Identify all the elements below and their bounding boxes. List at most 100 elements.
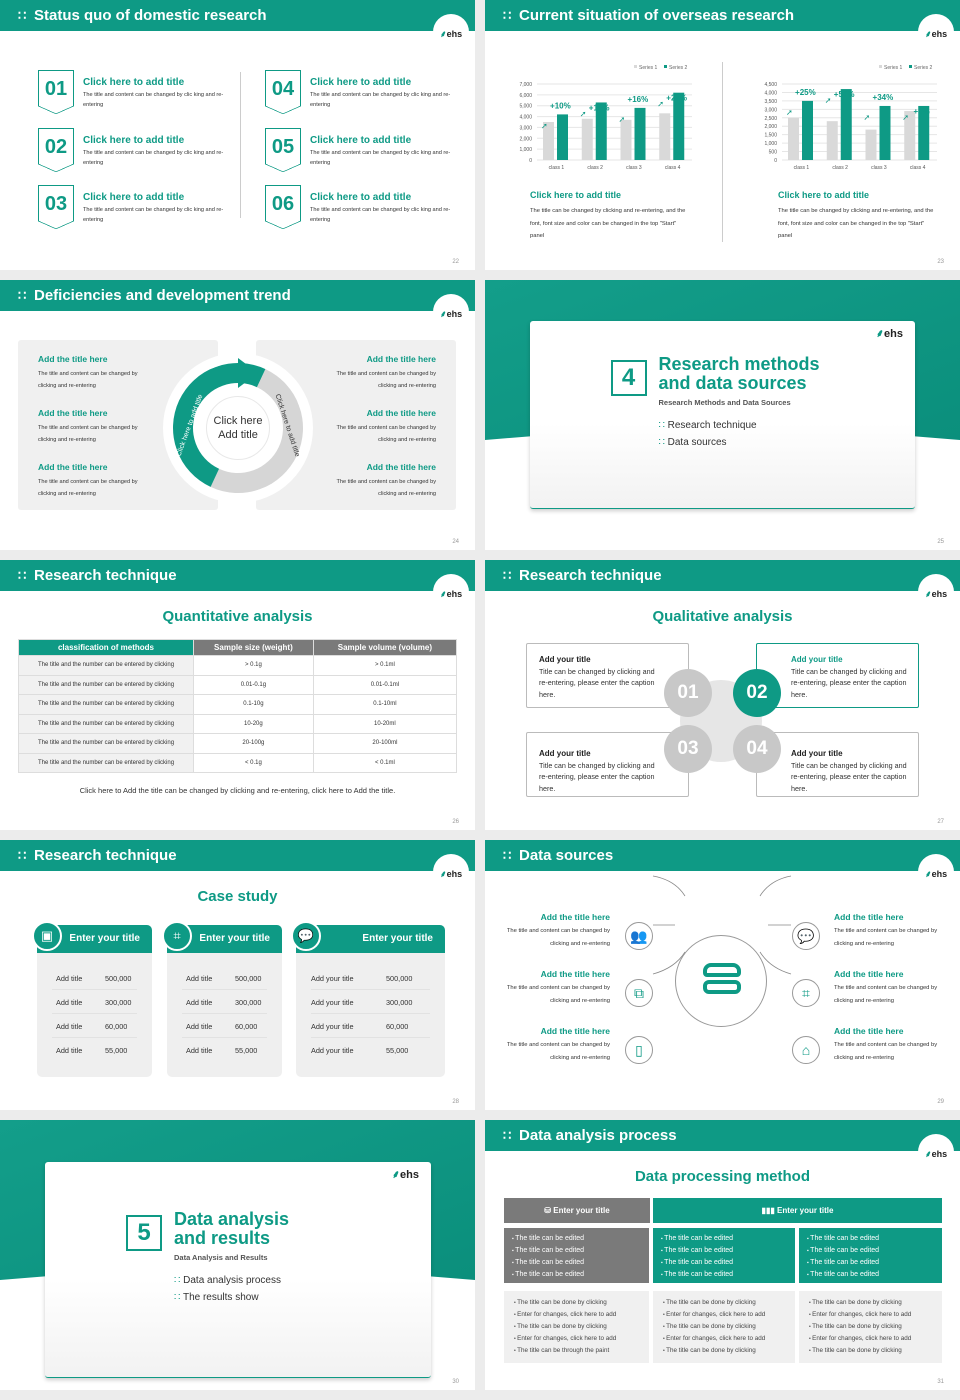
- block-title[interactable]: Click here to add title: [530, 190, 622, 200]
- box-line[interactable]: The title can be edited: [807, 1233, 942, 1245]
- item-title[interactable]: Add the title here: [38, 462, 108, 472]
- y-tick-label: 0: [529, 158, 532, 164]
- caption-box[interactable]: Add your title Title can be changed by cl…: [756, 643, 919, 708]
- slide-s31[interactable]: ∷ Data analysis process ⸙ehs 31 Data process…: [485, 1120, 960, 1390]
- table-cell[interactable]: The title and the number can be entered …: [18, 733, 194, 754]
- slide-s23[interactable]: ∷ Current situation of overseas research ⸙…: [485, 0, 960, 270]
- section-item[interactable]: ∷ The results show: [174, 1292, 259, 1303]
- list-line[interactable]: The title can be done by clicking: [514, 1297, 649, 1309]
- item-title[interactable]: Add the title here: [366, 408, 436, 418]
- item-title[interactable]: Add the title here: [366, 462, 436, 472]
- table-caption[interactable]: Click here to Add the title can be chang…: [79, 786, 396, 795]
- item-title[interactable]: Add the title here: [540, 1026, 610, 1036]
- slide-s29[interactable]: ∷ Data sources ⸙ehs 29 👥 Add the title here Th…: [485, 840, 960, 1110]
- list-line[interactable]: The title can be done by clicking: [514, 1321, 649, 1333]
- item-title[interactable]: Click here to add title: [83, 77, 185, 88]
- cycle-center[interactable]: Click here Add title: [206, 396, 270, 460]
- item-title[interactable]: Click here to add title: [310, 192, 412, 203]
- table-cell[interactable]: The title and the number can be entered …: [18, 713, 194, 734]
- slide-s24[interactable]: ∷ Deficiencies and development trend ⸙ehs 2…: [0, 280, 475, 550]
- table-cell[interactable]: 0.01-0.1g: [193, 674, 314, 695]
- slide-s26[interactable]: ∷ Research technique ⸙ehs 26 Quantitative an…: [0, 560, 475, 830]
- list-line[interactable]: Enter for changes, click here to add: [809, 1309, 942, 1321]
- section-item-label: Research technique: [667, 420, 757, 431]
- table-cell[interactable]: 20-100g: [193, 733, 314, 754]
- box-line[interactable]: The title can be edited: [807, 1257, 942, 1269]
- box-line[interactable]: The title can be edited: [512, 1233, 649, 1245]
- table-cell[interactable]: The title and the number can be entered …: [18, 674, 194, 695]
- list-line[interactable]: Enter for changes, click here to add: [663, 1309, 795, 1321]
- item-title[interactable]: Click here to add title: [83, 192, 185, 203]
- table-cell[interactable]: < 0.1g: [193, 752, 314, 773]
- item-title[interactable]: Add the title here: [38, 354, 108, 364]
- list-line[interactable]: The title can be done by clicking: [809, 1345, 942, 1357]
- section-item-label: Data analysis process: [183, 1275, 281, 1286]
- box-line[interactable]: The title can be edited: [807, 1245, 942, 1257]
- header-right[interactable]: ▮▮▮ Enter your title: [653, 1198, 942, 1223]
- table-cell[interactable]: > 0.1g: [193, 655, 314, 676]
- item-title[interactable]: Add the title here: [38, 408, 108, 418]
- list-line[interactable]: Enter for changes, click here to add: [809, 1333, 942, 1345]
- list-line[interactable]: The title can be done by clicking: [809, 1297, 942, 1309]
- list-line[interactable]: The title can be done by clicking: [663, 1321, 795, 1333]
- list-line[interactable]: The title can be through the paint: [514, 1345, 649, 1357]
- box-line[interactable]: The title can be edited: [661, 1233, 795, 1245]
- box-line[interactable]: The title can be edited: [807, 1269, 942, 1281]
- box-line[interactable]: The title can be edited: [512, 1257, 649, 1269]
- box-line[interactable]: The title can be edited: [661, 1245, 795, 1257]
- box-line[interactable]: The title can be edited: [512, 1269, 649, 1281]
- box-line[interactable]: The title can be edited: [661, 1257, 795, 1269]
- table-cell[interactable]: > 0.1ml: [312, 655, 458, 676]
- block-text: The title can be changed by clicking and…: [778, 208, 934, 239]
- list-line[interactable]: The title can be done by clicking: [663, 1297, 795, 1309]
- table-cell[interactable]: 0.1-10ml: [312, 694, 458, 715]
- table-cell[interactable]: 0.1-10g: [193, 694, 314, 715]
- caption-box[interactable]: Add your title Title can be changed by cl…: [756, 732, 919, 797]
- item-title[interactable]: Add the title here: [366, 354, 436, 364]
- item-title[interactable]: Click here to add title: [310, 77, 412, 88]
- growth-label: +16%: [628, 95, 649, 104]
- header-left[interactable]: ⛁ Enter your title: [504, 1198, 650, 1223]
- list-line[interactable]: The title can be done by clicking: [809, 1321, 942, 1333]
- table-cell[interactable]: 10-20g: [193, 713, 314, 734]
- table-cell[interactable]: The title and the number can be entered …: [18, 694, 194, 715]
- box-line[interactable]: The title can be edited: [512, 1245, 649, 1257]
- item-title[interactable]: Add the title here: [540, 912, 610, 922]
- slide-s30[interactable]: 30 ⸙ehs 5 Data analysis and results Data Anal…: [0, 1120, 475, 1390]
- slide-s25[interactable]: 25 ⸙ehs 4 Research methods and data sources R…: [485, 280, 960, 550]
- section-item[interactable]: ∷ Data sources: [659, 437, 727, 448]
- item-title[interactable]: Add the title here: [834, 912, 904, 922]
- item-title[interactable]: Click here to add title: [83, 134, 185, 146]
- edit-box: The title can be editedThe title can be …: [504, 1228, 649, 1283]
- section-item[interactable]: ∷ Research technique: [659, 420, 757, 431]
- caption-box[interactable]: Add your title Title can be changed by cl…: [526, 643, 689, 708]
- caption-box[interactable]: Add your title Title can be changed by cl…: [526, 732, 689, 797]
- slide-s22[interactable]: ∷ Status quo of domestic research ⸙ehs 22 01…: [0, 0, 475, 270]
- y-tick-label: 3,000: [764, 107, 777, 113]
- table-cell[interactable]: The title and the number can be entered …: [18, 655, 194, 676]
- card-title[interactable]: Enter your title: [296, 925, 445, 953]
- list-line[interactable]: Enter for changes, click here to add: [663, 1333, 795, 1345]
- scan-icon: ⌗: [792, 979, 820, 1007]
- list-line[interactable]: Enter for changes, click here to add: [514, 1309, 649, 1321]
- item-title[interactable]: Add the title here: [540, 969, 610, 979]
- step-number: 03: [664, 725, 712, 773]
- box-line[interactable]: The title can be edited: [661, 1269, 795, 1281]
- table-cell[interactable]: 10-20ml: [312, 713, 458, 734]
- section-subtitle: Data Analysis and Results: [174, 1253, 268, 1262]
- table-cell[interactable]: < 0.1ml: [312, 752, 458, 773]
- slide-s27[interactable]: ∷ Research technique ⸙ehs 27 Qualitative ana…: [485, 560, 960, 830]
- item-title[interactable]: Add the title here: [834, 1026, 904, 1036]
- row-label: Add title: [56, 998, 83, 1007]
- list-line[interactable]: The title can be done by clicking: [663, 1345, 795, 1357]
- item-title[interactable]: Click here to add title: [310, 134, 412, 146]
- slide-s28[interactable]: ∷ Research technique ⸙ehs 28 Case study Enter…: [0, 840, 475, 1110]
- block-title[interactable]: Click here to add title: [778, 190, 870, 200]
- list-line[interactable]: Enter for changes, click here to add: [514, 1333, 649, 1345]
- section-item[interactable]: ∷ Data analysis process: [174, 1275, 281, 1286]
- table-cell[interactable]: The title and the number can be entered …: [18, 752, 194, 773]
- table-cell[interactable]: 20-100ml: [312, 733, 458, 754]
- table-cell[interactable]: 0.01-0.1ml: [312, 674, 458, 695]
- table-row: The title and the number can be entered …: [18, 752, 458, 773]
- item-title[interactable]: Add the title here: [834, 969, 904, 979]
